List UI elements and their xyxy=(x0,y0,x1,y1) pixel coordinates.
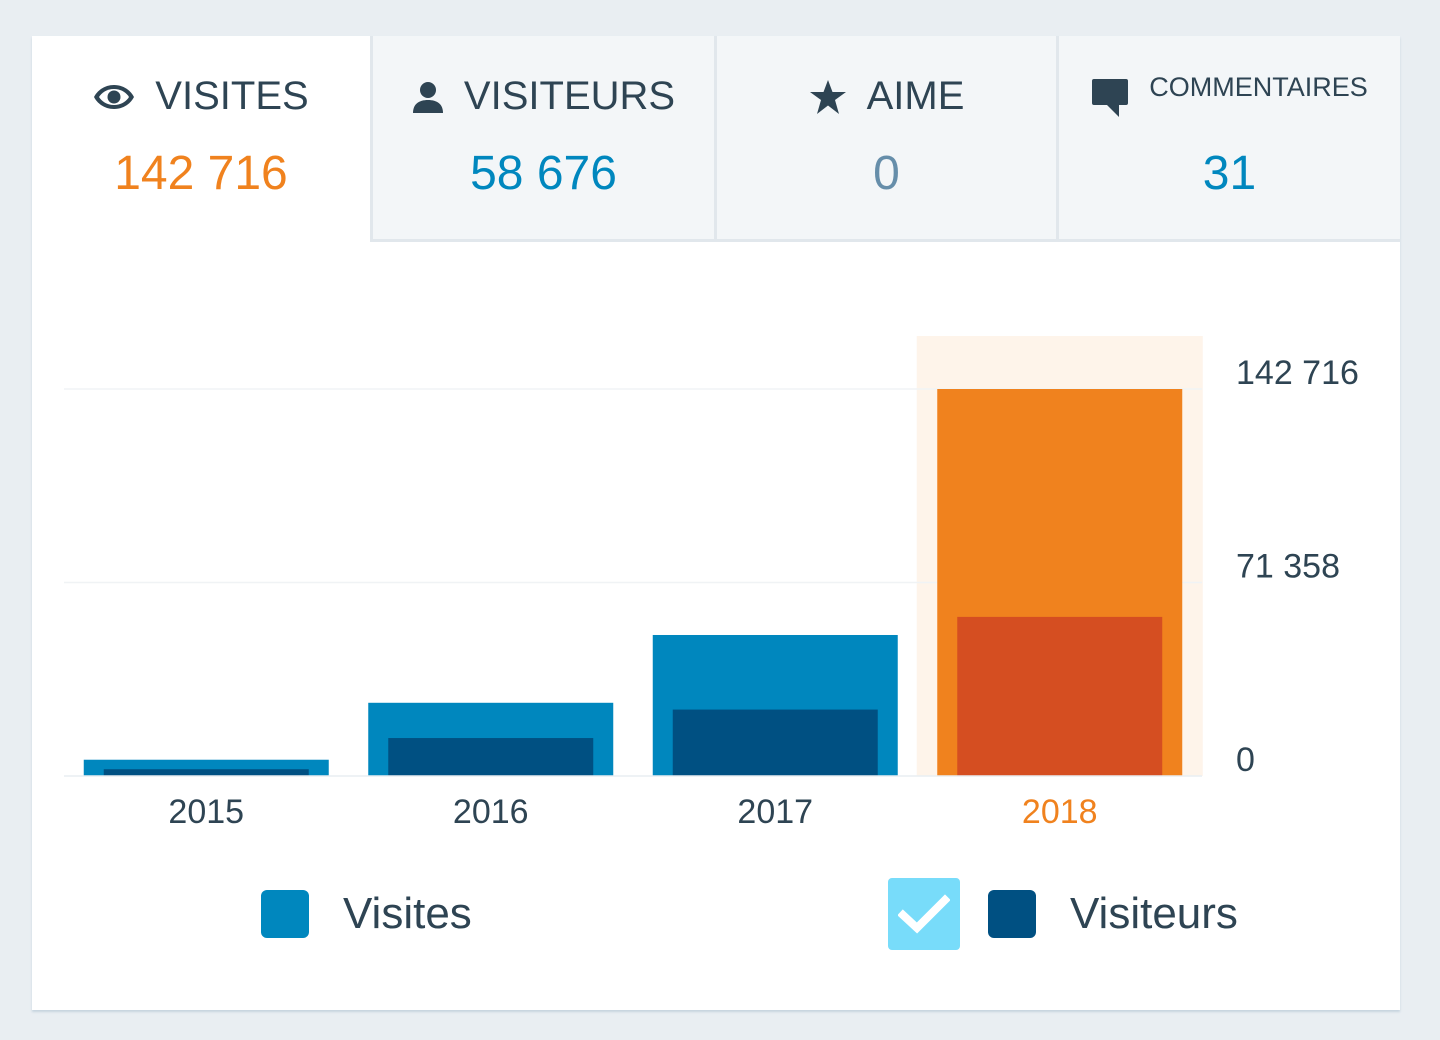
bar-visiteurs-2016 xyxy=(388,738,594,776)
tab-visites[interactable]: VISITES 142 716 xyxy=(32,36,370,242)
eye-icon xyxy=(93,84,135,110)
stats-card: VISITES 142 716 VISITEURS 58 676 xyxy=(32,36,1400,1010)
tab-aime-header: AIME xyxy=(717,74,1056,119)
comment-icon xyxy=(1091,78,1129,118)
tab-visites-value: 142 716 xyxy=(114,147,288,200)
tab-commentaires-value: 31 xyxy=(1202,147,1257,200)
bar-visiteurs-2017 xyxy=(672,709,878,776)
bar-visiteurs-2018 xyxy=(957,616,1163,776)
tab-aime-label: AIME xyxy=(866,74,965,118)
legend-visiteurs-label: Visiteurs xyxy=(1070,889,1238,938)
tab-visiteurs-header: VISITEURS xyxy=(373,74,714,119)
y-tick-label: 71 358 xyxy=(1236,548,1340,586)
tab-aime[interactable]: AIME 0 xyxy=(714,36,1056,242)
tab-visiteurs[interactable]: VISITEURS 58 676 xyxy=(370,36,714,242)
y-tick-label: 142 716 xyxy=(1236,354,1359,392)
x-tick-label-2017: 2017 xyxy=(737,793,813,831)
tab-commentaires-label: COMMENTAIRES xyxy=(1149,72,1368,102)
tab-visites-header: VISITES xyxy=(32,74,370,119)
legend-visites-label: Visites xyxy=(343,889,472,938)
stats-tabs: VISITES 142 716 VISITEURS 58 676 xyxy=(32,36,1400,242)
x-tick-label-2018: 2018 xyxy=(1022,793,1098,831)
legend-visites: Visites xyxy=(261,874,472,954)
person-icon xyxy=(412,81,444,113)
tab-visiteurs-value: 58 676 xyxy=(470,147,617,200)
legend-visiteurs[interactable]: Visiteurs xyxy=(888,874,1238,954)
tab-aime-value: 0 xyxy=(873,147,900,200)
chart-legend: Visites Visiteurs xyxy=(32,874,1400,954)
legend-visiteurs-swatch xyxy=(988,890,1036,938)
tab-commentaires-header: COMMENTAIRES xyxy=(1059,72,1400,118)
tab-commentaires[interactable]: COMMENTAIRES 31 xyxy=(1056,36,1400,242)
y-tick-label: 0 xyxy=(1236,741,1255,779)
checkmark-icon xyxy=(898,894,950,934)
x-tick-label-2015: 2015 xyxy=(168,793,244,831)
bar-visiteurs-2015 xyxy=(103,769,309,776)
tab-visites-label: VISITES xyxy=(155,74,309,118)
legend-visiteurs-checkbox[interactable] xyxy=(888,878,960,950)
tab-visiteurs-label: VISITEURS xyxy=(463,74,676,118)
star-icon xyxy=(809,79,847,115)
legend-visites-swatch xyxy=(261,890,309,938)
bar-chart: 2015 2016 2017 2018 0 71 358 142 716 xyxy=(32,242,1400,1010)
x-tick-label-2016: 2016 xyxy=(453,793,529,831)
bar-chart-svg: 2015 2016 2017 2018 0 71 358 142 716 xyxy=(64,336,1359,831)
